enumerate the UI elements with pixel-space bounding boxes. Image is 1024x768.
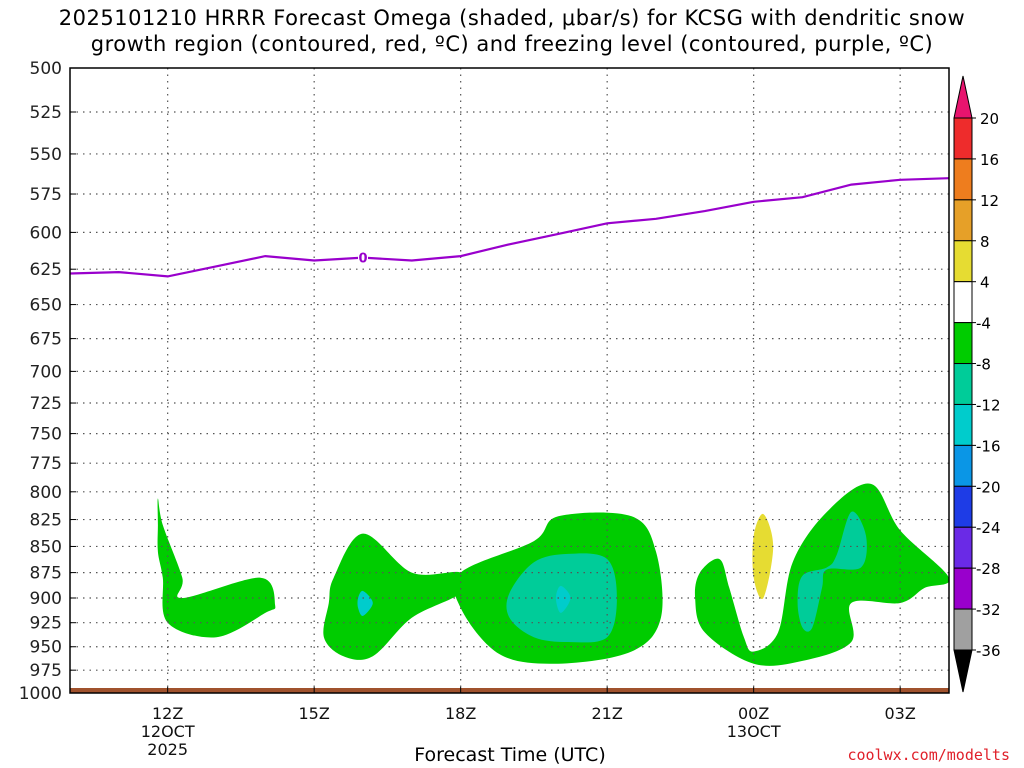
chart-title-line-2: growth region (contoured, red, ºC) and f… <box>90 32 934 56</box>
y-axis: 500 525 550 575 600 625 650 675 700 725 750 775 800 8… <box>19 59 76 704</box>
freezing-level-layer: 0 <box>69 177 950 278</box>
omega-region-5 <box>797 511 867 632</box>
colorbar-swatch-1 <box>953 158 973 201</box>
colorbar-label-13: -36 <box>976 642 1001 660</box>
y-tick-label-575: 575 <box>30 185 62 205</box>
omega-region-1 <box>323 533 467 660</box>
colorbar-swatch-2 <box>953 199 973 242</box>
x-tick-label-24: 00Z <box>738 704 769 723</box>
ground-strip <box>70 688 949 693</box>
y-tick-label-600: 600 <box>30 223 62 243</box>
colorbar-swatch-10 <box>953 526 973 569</box>
x-tick-label-15: 15Z <box>299 704 330 723</box>
x-tick-year-12: 2025 <box>147 740 188 759</box>
colorbar-label-1: 16 <box>980 151 999 169</box>
x-axis-title: Forecast Time (UTC) <box>414 744 606 766</box>
colorbar-label-6: -8 <box>976 356 991 374</box>
chart-title-line-1: 2025101210 HRRR Forecast Omega (shaded, … <box>58 6 966 30</box>
y-tick-label-525: 525 <box>30 103 62 123</box>
colorbar-label-2: 12 <box>980 192 999 210</box>
x-tick-label-21: 21Z <box>592 704 623 723</box>
y-tick-label-725: 725 <box>30 394 62 414</box>
colorbar: 20 16 12 8 4 -4 -8 -12 -16 -20 -24 -28 -32 -36 <box>953 75 1001 693</box>
y-tick-label-500: 500 <box>30 59 62 79</box>
freezing-level-label: 0 <box>358 252 367 267</box>
omega-region-0 <box>157 498 276 638</box>
omega-region-6 <box>357 590 373 616</box>
y-tick-label-750: 750 <box>30 425 62 445</box>
colorbar-swatch-6 <box>953 363 973 405</box>
colorbar-label-4: 4 <box>980 274 990 292</box>
y-tick-label-875: 875 <box>30 564 62 584</box>
y-tick-label-800: 800 <box>30 483 62 503</box>
y-tick-label-650: 650 <box>30 296 62 316</box>
x-tick-date-12: 12OCT <box>141 722 195 741</box>
y-tick-label-825: 825 <box>30 511 62 531</box>
y-tick-label-700: 700 <box>30 362 62 382</box>
colorbar-label-0: 20 <box>980 110 999 128</box>
x-tick-label-12: 12Z <box>152 704 183 723</box>
freezing-level-line <box>69 177 950 278</box>
x-tick-label-27: 03Z <box>885 704 916 723</box>
x-tick-label-18: 18Z <box>445 704 476 723</box>
omega-region-7 <box>555 585 571 613</box>
colorbar-label-9: -20 <box>976 478 1001 496</box>
y-tick-label-775: 775 <box>30 454 62 474</box>
colorbar-bottom-arrow <box>953 649 973 693</box>
omega-region-8 <box>752 513 774 600</box>
y-tick-label-925: 925 <box>30 614 62 634</box>
colorbar-label-12: -32 <box>976 601 1001 619</box>
y-tick-label-625: 625 <box>30 260 62 280</box>
colorbar-label-11: -28 <box>976 560 1001 578</box>
colorbar-swatch-11 <box>953 567 973 610</box>
colorbar-swatch-7 <box>953 403 973 446</box>
y-tick-label-1000: 1000 <box>19 684 62 704</box>
y-tick-label-675: 675 <box>30 330 62 350</box>
colorbar-swatch-5 <box>953 322 973 365</box>
colorbar-label-8: -16 <box>976 437 1001 455</box>
y-tick-label-550: 550 <box>30 145 62 165</box>
colorbar-swatch-4 <box>953 281 973 324</box>
colorbar-label-7: -12 <box>976 396 1001 414</box>
x-tick-date-24: 13OCT <box>727 722 781 741</box>
credit-text: coolwx.com/modelts <box>847 746 1010 764</box>
colorbar-top-arrow <box>953 75 973 119</box>
colorbar-swatch-0 <box>953 117 973 160</box>
colorbar-swatch-12 <box>953 608 973 651</box>
freezing-level-label-bg <box>358 249 368 265</box>
y-tick-label-975: 975 <box>30 661 62 681</box>
y-tick-label-900: 900 <box>30 589 62 609</box>
colorbar-swatch-9 <box>953 485 973 528</box>
omega-shading-layer <box>157 483 950 666</box>
y-tick-label-850: 850 <box>30 537 62 557</box>
y-tick-label-950: 950 <box>30 638 62 658</box>
colorbar-swatch-3 <box>953 240 973 283</box>
colorbar-label-3: 8 <box>980 233 990 251</box>
colorbar-label-10: -24 <box>976 519 1001 537</box>
ground-layer <box>70 688 949 693</box>
colorbar-swatch-8 <box>953 444 973 487</box>
colorbar-label-5: -4 <box>976 315 991 333</box>
plot-frame <box>69 67 950 694</box>
grid-lines <box>70 68 949 693</box>
